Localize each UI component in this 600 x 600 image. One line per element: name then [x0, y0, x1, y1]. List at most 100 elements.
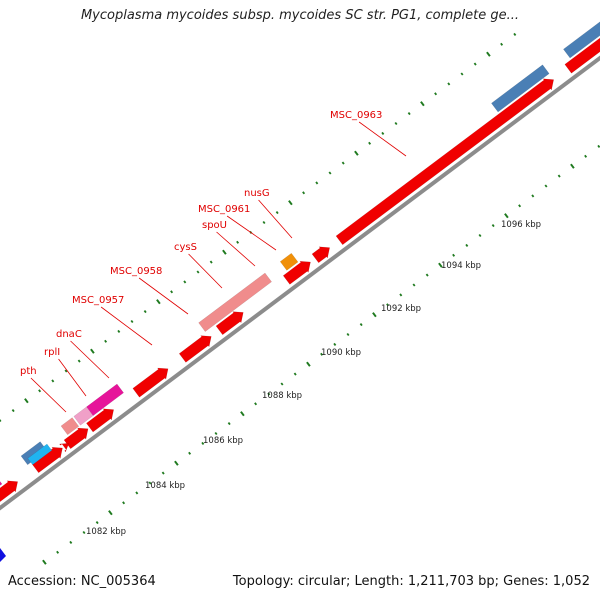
leader-line — [216, 231, 256, 267]
gene-features[interactable] — [0, 5, 600, 562]
tick-mark — [302, 191, 306, 195]
genome-backbone — [0, 55, 600, 511]
tick-mark — [597, 144, 600, 148]
blue-feature — [0, 548, 6, 562]
gene-label-msc-0957: MSC_0957 — [72, 295, 124, 306]
tick-mark — [473, 62, 477, 66]
cds-feature — [282, 260, 311, 285]
leader-line — [100, 306, 153, 346]
tick-mark — [513, 32, 517, 36]
tick-mark — [56, 550, 60, 554]
tick-mark — [570, 163, 575, 169]
gene-feature-steelblue — [491, 64, 550, 113]
tick-mark — [201, 441, 205, 445]
tick-marks — [0, 32, 600, 565]
tick-mark — [90, 348, 95, 354]
cds-feature — [59, 442, 70, 453]
kbp-label: 1084 kbp — [145, 481, 185, 491]
backbone-line — [0, 55, 600, 511]
tick-mark — [183, 280, 187, 284]
tick-mark — [557, 174, 561, 178]
tick-mark — [420, 101, 425, 107]
gene-feature-skyblue — [27, 443, 53, 466]
tick-mark — [447, 82, 451, 86]
tick-mark — [156, 299, 161, 305]
tick-mark — [130, 319, 134, 324]
kbp-label: 1086 kbp — [203, 436, 243, 446]
tick-mark — [381, 131, 385, 135]
tick-mark — [306, 361, 311, 367]
tick-mark — [267, 392, 271, 396]
cds-feature — [215, 311, 244, 336]
tick-mark — [240, 411, 245, 417]
tick-mark — [222, 249, 227, 255]
tick-mark — [236, 240, 240, 244]
tick-mark — [425, 273, 429, 277]
tick-mark — [328, 171, 332, 175]
tick-mark — [227, 422, 231, 426]
kbp-label: 1094 kbp — [441, 261, 481, 271]
tick-mark — [359, 323, 363, 327]
gene-label-nusg: nusG — [244, 188, 270, 199]
gene-label-pth: pth — [20, 366, 37, 377]
leader-line — [138, 277, 189, 315]
map-title: Mycoplasma mycoides subsp. mycoides SC s… — [80, 8, 520, 23]
cds-feature — [311, 246, 331, 264]
tick-mark — [188, 451, 192, 455]
gene-feature-magenta — [86, 383, 124, 416]
tick-mark — [412, 283, 416, 287]
tick-mark — [486, 51, 491, 57]
tick-mark — [288, 200, 293, 206]
leader-line — [58, 358, 87, 397]
tick-mark — [407, 112, 411, 116]
tick-mark — [320, 352, 324, 356]
tick-mark — [399, 293, 403, 297]
tick-mark — [0, 419, 2, 423]
cds-feature — [335, 78, 555, 246]
cds-feature — [0, 480, 19, 503]
tick-mark — [51, 379, 55, 383]
tick-mark — [452, 253, 456, 257]
tick-mark — [209, 260, 213, 264]
tick-mark — [170, 290, 174, 294]
tick-mark — [82, 530, 86, 535]
tick-mark — [315, 181, 319, 185]
tick-mark — [262, 220, 266, 225]
tick-mark — [372, 312, 377, 318]
gene-label-spou: spoU — [202, 220, 227, 231]
gene-label-msc-0961: MSC_0961 — [198, 204, 250, 215]
tick-mark — [104, 339, 108, 343]
cds-feature — [178, 335, 212, 363]
tick-mark — [95, 521, 99, 525]
leader-line — [226, 215, 277, 251]
gene-feature-orange — [279, 252, 299, 271]
tick-mark — [346, 332, 350, 337]
tick-mark — [196, 270, 200, 274]
gene-label-rpli: rplI — [44, 347, 60, 358]
leader-line — [358, 121, 407, 157]
gene-feature-pink — [60, 417, 80, 436]
tick-mark — [24, 398, 29, 404]
kbp-scale: 1082 kbp 1084 kbp 1086 kbp 1088 kbp 1090 kbp… — [86, 220, 541, 537]
tick-mark — [438, 262, 443, 268]
kbp-label: 1082 kbp — [86, 527, 126, 537]
tick-mark — [460, 72, 464, 76]
leader-line — [188, 253, 223, 289]
tick-mark — [42, 559, 47, 565]
tick-mark — [122, 501, 126, 505]
tick-mark — [491, 224, 495, 228]
kbp-label: 1088 kbp — [262, 391, 302, 401]
tick-mark — [504, 213, 509, 219]
tick-mark — [77, 359, 81, 363]
tick-mark — [64, 369, 68, 373]
tick-mark — [69, 540, 73, 544]
cds-feature — [132, 367, 169, 398]
tick-mark — [500, 42, 504, 46]
tick-mark — [214, 431, 218, 436]
tick-mark — [584, 154, 588, 158]
tick-mark — [143, 310, 147, 314]
leader-line — [70, 340, 110, 379]
cds-feature — [63, 427, 89, 450]
